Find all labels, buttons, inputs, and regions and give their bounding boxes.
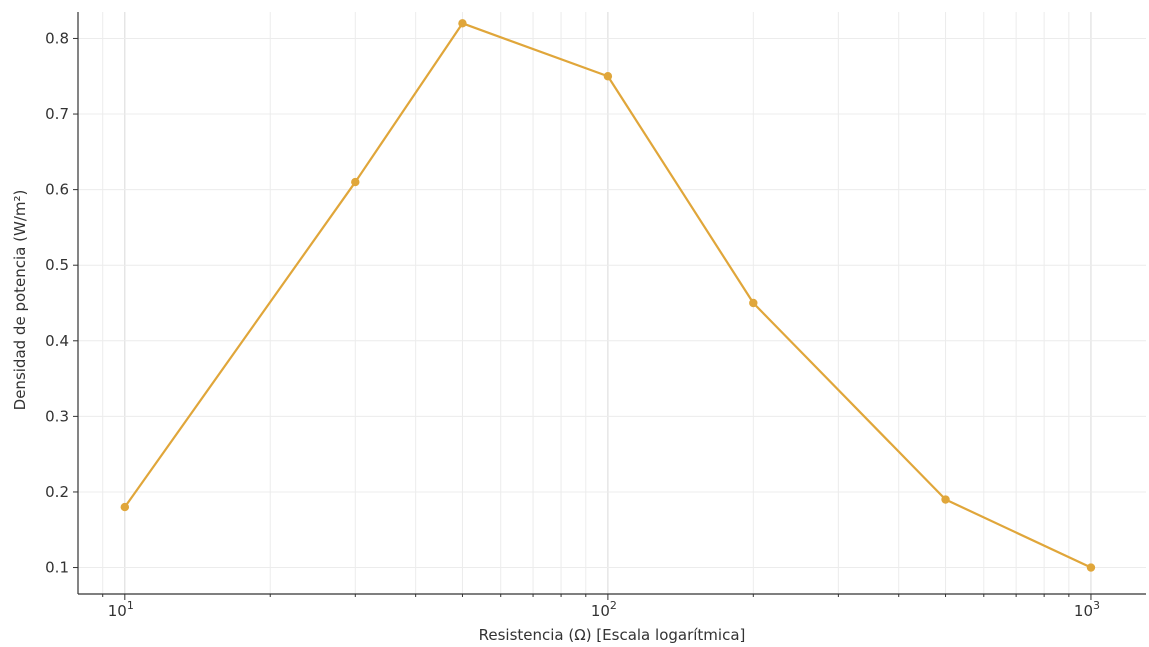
labels-layer: 0.1 0.2 0.3 0.4 0.5 0.6 0.7 0.8 101 102 103 <box>45 29 1100 620</box>
y-tick-label: 0.6 <box>45 181 69 199</box>
x-tick-label: 102 <box>591 599 617 620</box>
data-point <box>120 502 130 512</box>
data-point <box>458 19 467 28</box>
x-tick-label: 103 <box>1074 599 1100 620</box>
data-point <box>1086 563 1096 572</box>
axes <box>73 12 1146 600</box>
series-layer <box>120 19 1096 572</box>
y-axis-title: Densidad de potencia (W/m²) <box>11 190 29 411</box>
y-tick-label: 0.5 <box>45 256 69 274</box>
x-axis-title: Resistencia (Ω) [Escala logarítmica] <box>479 626 746 644</box>
grid <box>78 12 1146 594</box>
data-point <box>941 495 950 504</box>
y-tick-label: 0.4 <box>45 332 69 350</box>
y-tick-label: 0.3 <box>45 407 69 425</box>
data-point <box>749 298 758 308</box>
y-tick-label: 0.1 <box>45 559 69 577</box>
y-tick-label: 0.7 <box>45 105 69 123</box>
data-point <box>351 177 360 187</box>
x-tick-label: 101 <box>108 599 134 620</box>
data-point <box>603 72 613 81</box>
y-tick-label: 0.8 <box>45 29 69 47</box>
y-tick-label: 0.2 <box>45 483 69 501</box>
